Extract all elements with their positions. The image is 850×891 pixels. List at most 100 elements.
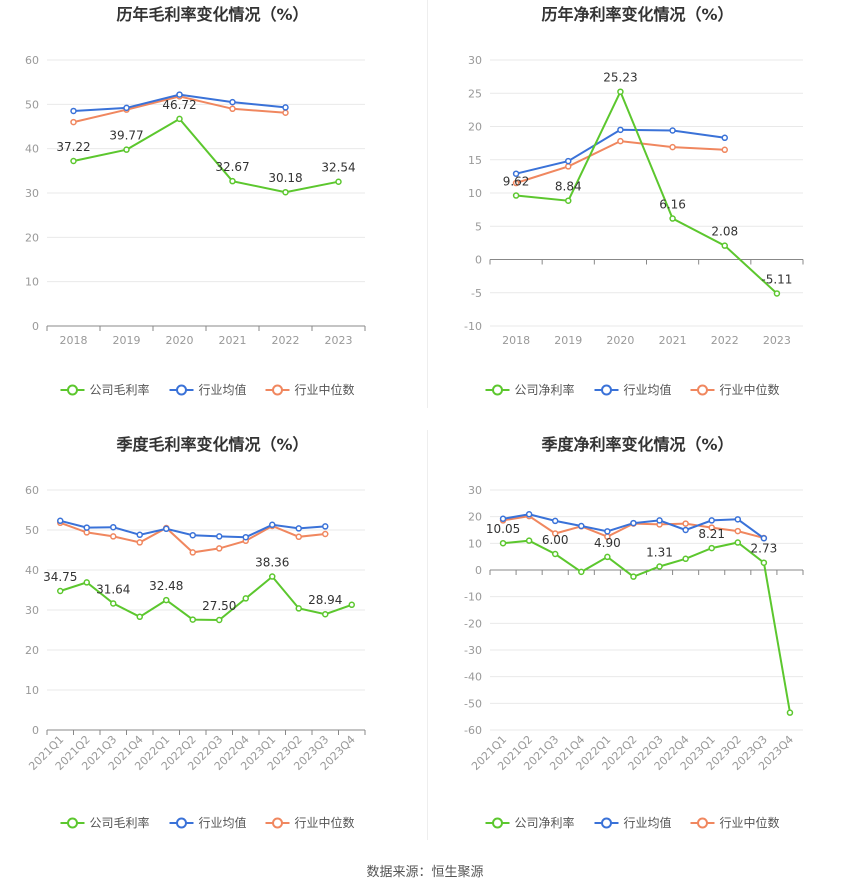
chart-title: 季度毛利率变化情况（%） — [115, 435, 308, 454]
annual-net-margin-chart: 历年净利率变化情况（%） -10 -5 0 5 10 15 20 25 30 2018 2019 202… — [425, 0, 850, 410]
data-point-median — [216, 545, 223, 552]
data-point-avg — [499, 515, 507, 523]
legend-item-industry-median: 行业中位数 — [690, 382, 780, 397]
y-tick-label: 20 — [468, 121, 482, 134]
legend-label: 行业均值 — [624, 815, 672, 830]
y-tick-label: -60 — [464, 724, 482, 737]
data-point-company — [110, 600, 117, 607]
data-label: 39.77 — [109, 129, 143, 143]
series-line-company — [73, 117, 339, 194]
data-label: 30.18 — [268, 171, 302, 185]
x-tick-label: 2019 — [554, 334, 582, 347]
y-tick-label: 10 — [25, 684, 39, 697]
legend-marker — [697, 817, 708, 829]
legend-item-industry-median: 行业中位数 — [690, 815, 780, 830]
data-point-company — [70, 157, 77, 165]
data-point-median — [189, 549, 196, 556]
data-point-company — [499, 539, 507, 547]
y-tick-label: 40 — [25, 143, 39, 156]
x-tick-label: 2021 — [659, 334, 687, 347]
data-point-median — [551, 530, 559, 537]
legend-item-industry-median: 行业中位数 — [265, 382, 355, 397]
data-point-avg — [604, 528, 611, 535]
data-point-company — [189, 616, 196, 623]
y-tick-label: -20 — [464, 617, 482, 630]
y-tick-label: -30 — [464, 644, 482, 657]
y-tick-label: 15 — [468, 154, 482, 167]
data-point-company — [773, 290, 781, 297]
y-tick-label: -40 — [464, 671, 482, 684]
legend-item-industry-avg: 行业均值 — [594, 815, 672, 830]
data-point-avg — [242, 533, 249, 541]
legend-item-industry-avg: 行业均值 — [594, 382, 672, 397]
data-point-median — [136, 539, 143, 546]
legend-label: 行业中位数 — [720, 382, 780, 397]
data-point-median — [708, 524, 715, 531]
data-point-median — [617, 137, 624, 145]
data-point-company — [83, 579, 90, 586]
data-label: 10.05 — [486, 522, 520, 536]
legend-label: 公司净利率 — [515, 382, 575, 397]
series-line-company — [502, 539, 791, 713]
legend-item-company: 公司毛利率 — [60, 815, 150, 830]
data-point-company — [348, 601, 355, 609]
series-line-median — [515, 140, 725, 184]
series-line-avg — [515, 128, 725, 175]
data-point-avg — [136, 531, 143, 539]
data-point-avg — [70, 107, 77, 115]
data-label: 32.67 — [215, 160, 249, 174]
data-point-company — [708, 544, 715, 552]
data-point-avg — [189, 531, 196, 539]
data-point-company — [551, 550, 559, 558]
y-tick-label: 0 — [475, 254, 482, 267]
y-tick-label: 10 — [468, 537, 482, 550]
data-point-median — [682, 520, 689, 527]
data-point-median — [229, 105, 236, 113]
data-point-company — [656, 563, 663, 570]
legend-item-company: 公司净利率 — [485, 382, 575, 397]
chart-title: 历年毛利率变化情况（%） — [116, 5, 308, 24]
data-label: 2.08 — [711, 225, 738, 239]
data-point-avg — [669, 127, 676, 134]
data-point-company — [630, 573, 637, 580]
data-point-company — [242, 595, 249, 602]
legend-marker — [272, 384, 283, 396]
y-tick-label: 20 — [468, 511, 482, 524]
quarterly-gross-margin-chart: 季度毛利率变化情况（%） 0 10 20 30 40 50 60 2021Q1 2021Q2 202… — [0, 430, 425, 850]
legend-marker — [492, 817, 503, 829]
data-point-avg — [83, 524, 90, 531]
data-label: 8.21 — [698, 527, 725, 541]
data-point-company — [123, 146, 130, 153]
legend-marker — [272, 817, 283, 829]
data-point-avg — [708, 517, 715, 524]
data-point-company — [617, 88, 624, 95]
data-point-avg — [630, 519, 637, 527]
data-point-avg — [721, 134, 728, 142]
panel-divider — [427, 0, 428, 408]
data-point-company — [57, 587, 64, 595]
data-point-company — [136, 613, 143, 621]
x-tick-label: 2018 — [60, 334, 88, 347]
x-tick-label: 2022 — [272, 334, 300, 347]
data-point-avg — [512, 170, 520, 177]
data-point-avg — [269, 521, 276, 529]
legend-marker — [697, 384, 708, 396]
data-point-avg — [551, 517, 559, 525]
quarterly-net-margin-chart: 季度净利率变化情况（%） -60 -50 -40 -30 -20 -10 0 10 20 30 202… — [425, 430, 850, 850]
legend-label: 行业中位数 — [295, 815, 355, 830]
data-label: 38.36 — [255, 556, 289, 570]
data-point-company — [669, 215, 676, 222]
data-point-avg — [295, 525, 302, 532]
legend-marker — [601, 384, 612, 396]
data-point-company — [216, 616, 223, 624]
y-tick-label: 20 — [25, 231, 39, 244]
data-point-median — [295, 533, 302, 541]
legend-marker — [601, 817, 612, 829]
y-tick-label: 5 — [475, 220, 482, 233]
legend-label: 行业均值 — [199, 815, 247, 830]
data-point-company — [176, 115, 183, 123]
data-point-company — [525, 537, 533, 544]
series-line-company — [59, 575, 353, 622]
data-point-company — [578, 568, 585, 576]
legend-item-industry-median: 行业中位数 — [265, 815, 355, 830]
